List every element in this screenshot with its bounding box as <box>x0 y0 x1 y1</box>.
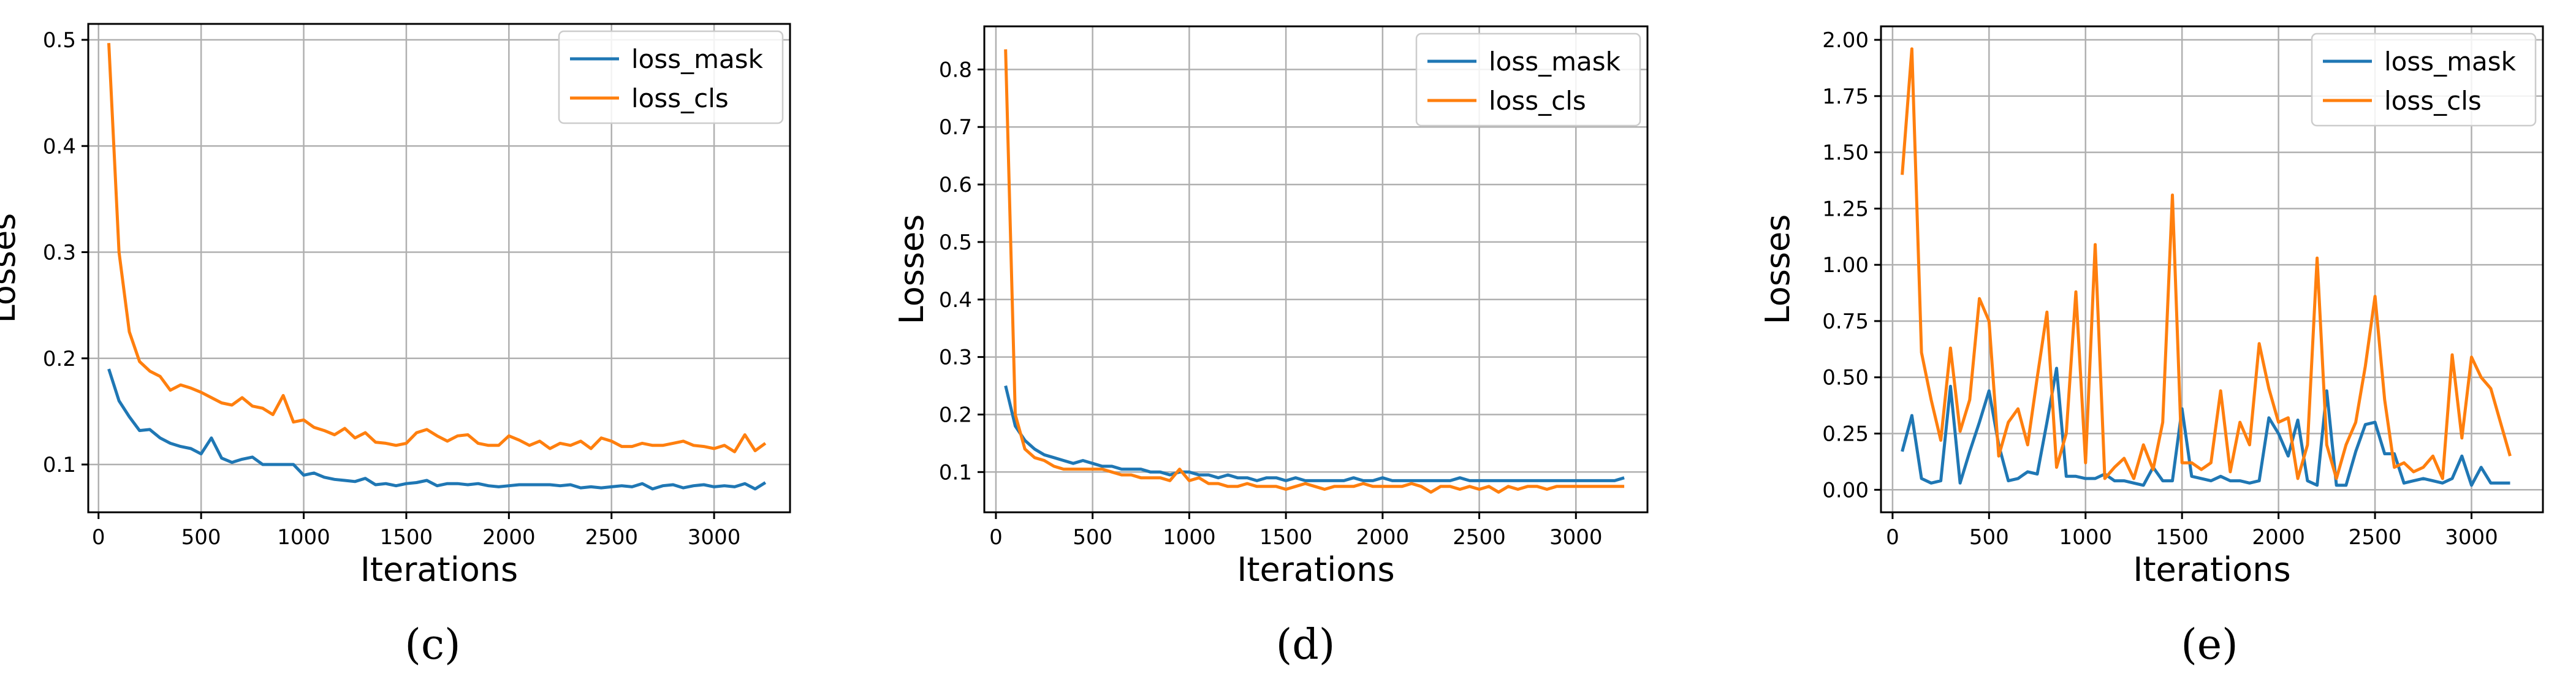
y-tick-label: 0.1 <box>43 453 76 477</box>
x-tick-label: 2000 <box>2252 525 2305 550</box>
legend: loss_mask loss_cls <box>2311 32 2537 127</box>
x-tick-label: 1500 <box>380 525 433 550</box>
y-tick-label: 0.5 <box>939 230 972 255</box>
x-tick-label: 1500 <box>1260 525 1313 550</box>
y-tick-label: 0.6 <box>939 173 972 197</box>
plot-frame <box>87 23 791 514</box>
y-axis-label: Losses <box>1758 214 1797 325</box>
y-axis-label: Losses <box>892 214 931 325</box>
y-axis-label: Losses <box>0 213 23 324</box>
y-tick-label: 0.4 <box>939 288 972 313</box>
chart-panel-c: 0 500 1000 1500 2000 2500 3000 0.1 0.2 0.3 0.4 0.5 I… <box>0 23 791 669</box>
y-tick-label: 0.5 <box>43 28 76 53</box>
y-tick-label: 0.50 <box>1822 366 1869 390</box>
x-tick-label: 0 <box>1886 525 1899 550</box>
legend-label-loss-cls: loss_cls <box>1489 86 1586 116</box>
legend-label-loss-cls: loss_cls <box>2384 86 2482 116</box>
x-tick-label: 500 <box>181 525 221 550</box>
x-axis-label: Iterations <box>2133 550 2290 589</box>
x-tick-label: 2500 <box>2349 525 2402 550</box>
legend-label-loss-mask: loss_mask <box>2384 47 2517 77</box>
x-tick-label: 3000 <box>2445 525 2498 550</box>
x-tick-label: 3000 <box>688 525 741 550</box>
y-tick-label: 0.00 <box>1822 478 1869 502</box>
x-tick-label: 1000 <box>2059 525 2112 550</box>
y-tick-label: 1.00 <box>1822 253 1869 278</box>
x-tick-label: 0 <box>92 525 105 550</box>
x-tick-label: 1000 <box>277 525 330 550</box>
panel-caption: (e) <box>2181 621 2238 669</box>
y-tick-label: 0.8 <box>939 58 972 82</box>
y-tick-label: 2.00 <box>1822 28 1869 53</box>
x-tick-label: 2000 <box>482 525 536 550</box>
x-tick-label: 500 <box>1969 525 2009 550</box>
y-tick-label: 1.50 <box>1822 141 1869 165</box>
panel-caption: (c) <box>405 621 460 669</box>
plot-frame <box>1880 25 2544 514</box>
series-line-loss-cls <box>1901 47 2512 480</box>
y-tick-label: 0.4 <box>43 134 76 159</box>
legend-box <box>2311 32 2537 127</box>
plot-frame <box>983 25 1649 514</box>
series-line-loss-cls <box>107 43 767 453</box>
x-tick-label: 1500 <box>2156 525 2209 550</box>
y-tick-label: 0.25 <box>1822 422 1869 447</box>
series-line-loss-mask <box>1901 366 2510 487</box>
x-axis-label: Iterations <box>1237 550 1394 589</box>
legend-label-loss-mask: loss_mask <box>1489 47 1621 77</box>
x-tick-label: 500 <box>1073 525 1112 550</box>
y-tick-label: 0.75 <box>1822 309 1869 334</box>
y-tick-label: 0.3 <box>939 346 972 370</box>
x-tick-label: 2500 <box>585 525 638 550</box>
panel-caption: (d) <box>1276 621 1335 669</box>
series-line-loss-mask <box>107 368 767 491</box>
y-tick-label: 0.1 <box>939 460 972 485</box>
x-tick-label: 1000 <box>1163 525 1216 550</box>
legend: loss_mask loss_cls <box>558 30 784 124</box>
x-tick-label: 2000 <box>1356 525 1410 550</box>
y-tick-label: 0.2 <box>43 347 76 371</box>
x-tick-label: 0 <box>989 525 1003 550</box>
x-tick-label: 3000 <box>1549 525 1603 550</box>
legend-label-loss-cls: loss_cls <box>631 83 729 113</box>
legend-box <box>1415 32 1641 127</box>
chart-panel-e: 0 500 1000 1500 2000 2500 3000 0.00 0.25 0.50 0.75… <box>1758 25 2544 669</box>
x-axis-label: Iterations <box>360 550 518 589</box>
legend-box <box>558 30 784 124</box>
legend: loss_mask loss_cls <box>1415 32 1641 127</box>
y-tick-label: 1.25 <box>1822 197 1869 221</box>
y-tick-label: 0.2 <box>939 403 972 427</box>
series-line-loss-cls <box>1004 49 1625 494</box>
chart-panel-d: 0 500 1000 1500 2000 2500 3000 0.1 0.2 0.3 0.4 0.5 0… <box>892 25 1649 669</box>
y-tick-label: 1.75 <box>1822 85 1869 109</box>
x-tick-label: 2500 <box>1453 525 1506 550</box>
y-tick-label: 0.3 <box>43 241 76 265</box>
y-tick-label: 0.7 <box>939 115 972 140</box>
legend-label-loss-mask: loss_mask <box>631 44 764 74</box>
series-line-loss-mask <box>1004 385 1625 482</box>
